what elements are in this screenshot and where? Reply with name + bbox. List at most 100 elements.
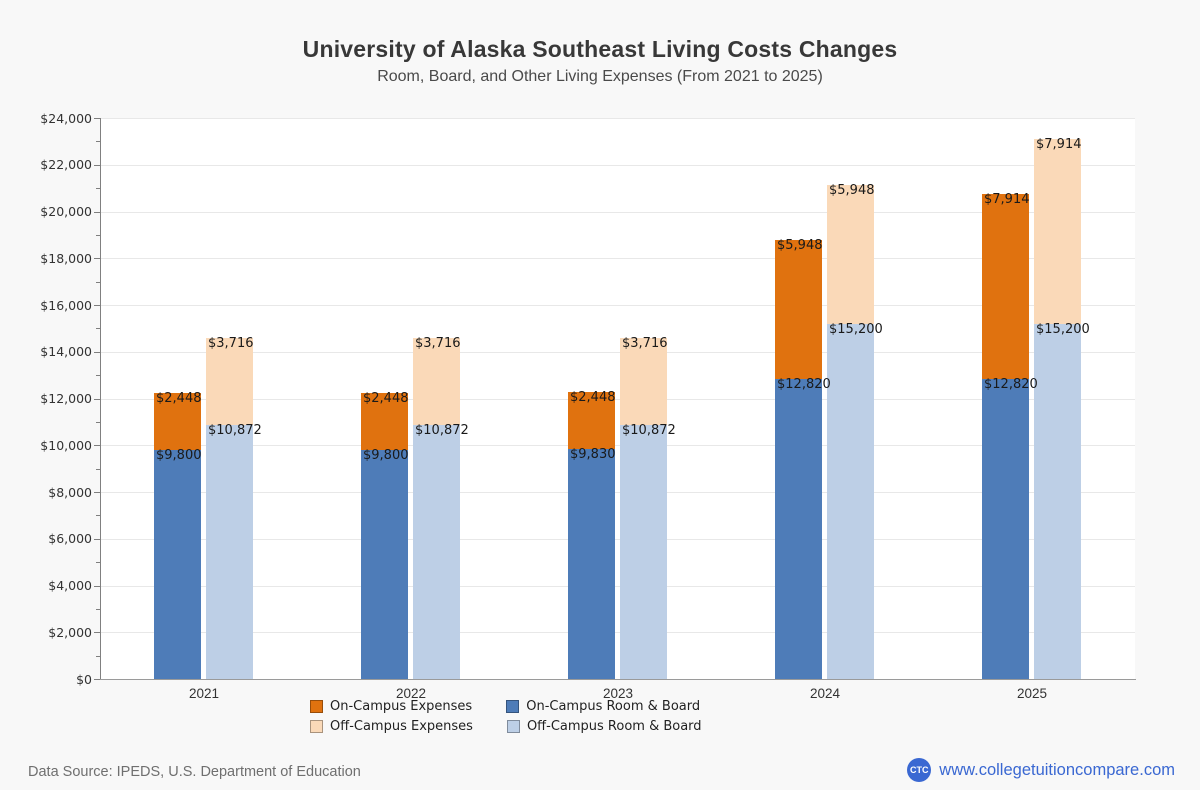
bar-segment [154,450,201,679]
y-gridline [101,305,1135,306]
legend-label: On-Campus Expenses [330,699,473,714]
bar-value-label: $2,448 [156,391,202,406]
y-gridline [101,445,1135,446]
plot-background [101,118,1135,679]
bar-segment [206,338,253,425]
y-minor-tick [96,422,100,423]
legend-item: Off-Campus Expenses [310,719,473,734]
bar-value-label: $15,200 [829,322,883,337]
bar-segment [413,425,460,679]
y-gridline [101,212,1135,213]
y-minor-tick [96,235,100,236]
bar-segment [775,379,822,679]
website-link[interactable]: CTC www.collegetuitioncompare.com [907,758,1175,782]
bar-value-label: $3,716 [622,336,668,351]
website-url-label[interactable]: www.collegetuitioncompare.com [939,760,1175,779]
y-major-tick [94,305,100,306]
x-axis-year-label: 2021 [188,686,220,701]
y-gridline [101,632,1135,633]
y-major-tick [94,632,100,633]
x-axis-year-label: 2023 [602,686,634,701]
legend-item: On-Campus Room & Board [506,699,700,714]
y-axis-tick-label: $20,000 [40,204,92,219]
bar-segment [620,425,667,679]
y-gridline [101,399,1135,400]
legend-swatch-icon [310,720,323,733]
y-axis-tick-label: $6,000 [48,531,92,546]
y-minor-tick [96,469,100,470]
y-minor-tick [96,328,100,329]
bar-value-label: $10,872 [622,423,676,438]
y-axis-tick-label: $10,000 [40,438,92,453]
y-gridline [101,258,1135,259]
legend-swatch-icon [506,720,520,733]
y-minor-tick [96,141,100,142]
bar-segment [982,194,1029,379]
bar-value-label: $7,914 [1036,137,1082,152]
x-axis-year-label: 2024 [809,686,841,701]
bottom-strip [0,790,1200,800]
bar-value-label: $9,830 [570,447,616,462]
y-major-tick [94,492,100,493]
chart-subtitle: Room, Board, and Other Living Expenses (… [377,68,823,85]
bar-value-label: $9,800 [363,448,409,463]
bar-value-label: $2,448 [570,390,616,405]
bar-segment [982,379,1029,679]
bar-segment [568,449,615,679]
y-major-tick [94,399,100,400]
bar-segment [568,392,615,449]
y-axis-tick-label: $22,000 [40,157,92,172]
y-minor-tick [96,656,100,657]
y-minor-tick [96,188,100,189]
y-gridline [101,118,1135,119]
bar-value-label: $2,448 [363,391,409,406]
y-minor-tick [96,562,100,563]
y-major-tick [94,352,100,353]
bar-segment [206,425,253,679]
y-minor-tick [96,609,100,610]
bar-segment [827,324,874,679]
bar-segment [775,240,822,379]
y-gridline [101,352,1135,353]
y-axis-tick-label: $4,000 [48,578,92,593]
y-axis-tick-label: $2,000 [48,625,92,640]
y-major-tick [94,165,100,166]
y-gridline [101,492,1135,493]
bar-value-label: $5,948 [829,183,875,198]
bar-value-label: $10,872 [208,423,262,438]
legend-label: Off-Campus Expenses [330,719,473,734]
y-axis-tick-label: $12,000 [40,391,92,406]
y-axis-tick-label: $14,000 [40,344,92,359]
bar-value-label: $10,872 [415,423,469,438]
bar-value-label: $7,914 [984,192,1030,207]
legend-label: On-Campus Room & Board [526,699,701,714]
y-major-tick [94,212,100,213]
bar-value-label: $15,200 [1036,322,1090,337]
bar-value-label: $12,820 [777,377,831,392]
bar-segment [1034,139,1081,324]
bar-segment [361,393,408,450]
x-axis-year-label: 2025 [1016,686,1048,701]
y-major-tick [94,539,100,540]
ctc-logo[interactable]: CTC [907,758,932,782]
bar-segment [1034,324,1081,679]
y-major-tick [94,118,100,119]
bar-value-label: $3,716 [208,336,254,351]
bar-value-label: $3,716 [415,336,461,351]
y-axis-tick-label: $18,000 [40,251,92,266]
y-minor-tick [96,282,100,283]
legend-swatch-icon [506,700,520,713]
legend-item: Off-Campus Room & Board [506,719,702,734]
y-axis-line [100,118,101,680]
legend-item: On-Campus Expenses [310,699,472,714]
legend: On-Campus Expenses On-Campus Room & Board… [310,699,890,734]
x-axis-year-label: 2022 [395,686,427,701]
y-axis-tick-label: $16,000 [40,298,92,313]
data-source-note: Data Source: IPEDS, U.S. Department of E… [28,764,361,780]
legend-swatch-icon [310,700,323,713]
y-axis-tick-label: $24,000 [40,111,92,126]
bar-value-label: $5,948 [777,238,823,253]
y-axis-tick-label: $0 [76,672,92,687]
y-major-tick [94,586,100,587]
